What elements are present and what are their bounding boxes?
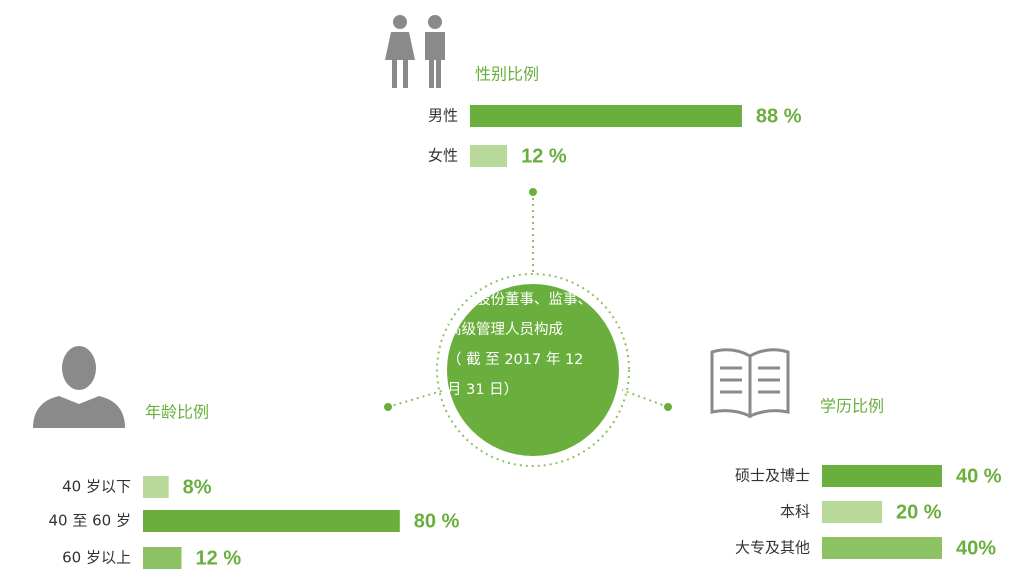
value-label: 8%: [183, 476, 212, 498]
chart-title: 性别比例: [475, 65, 539, 84]
category-label: 60 岁以上: [62, 549, 131, 567]
bar: [822, 465, 942, 487]
chart-title: 学历比例: [820, 397, 884, 416]
category-label: 本科: [780, 503, 810, 521]
value-label: 12 %: [196, 547, 242, 569]
people-icon: [385, 15, 445, 88]
center-text: （ 截 至 2017 年 12: [447, 351, 583, 368]
category-label: 女性: [428, 147, 458, 165]
bar: [143, 476, 169, 498]
ring: [436, 273, 630, 467]
value-label: 88 %: [756, 105, 802, 127]
center-text: 高级管理人员构成: [447, 321, 563, 338]
value-label: 80 %: [414, 510, 460, 532]
bar: [822, 537, 942, 559]
value-label: 40%: [956, 537, 996, 559]
chart-title: 年龄比例: [145, 403, 209, 422]
category-label: 40 岁以下: [62, 478, 131, 496]
connector-dots: [384, 188, 672, 411]
bar: [470, 145, 508, 167]
category-label: 大专及其他: [735, 539, 810, 557]
center-text: 温氏股份董事、监事、: [447, 291, 592, 308]
category-label: 男性: [428, 107, 458, 125]
category-label: 40 至 60 岁: [49, 512, 131, 530]
center-circle: [447, 284, 619, 456]
value-label: 12 %: [521, 145, 567, 167]
value-label: 20 %: [896, 501, 942, 523]
bar: [143, 547, 182, 569]
book-icon: [710, 348, 790, 419]
category-label: 硕士及博士: [735, 467, 810, 485]
center-text: 月 31 日）: [447, 381, 518, 398]
bar: [822, 501, 882, 523]
bar: [470, 105, 742, 127]
value-label: 40 %: [956, 465, 1002, 487]
connectors: [387, 192, 669, 408]
person-icon: [33, 346, 125, 428]
bar: [143, 510, 400, 532]
